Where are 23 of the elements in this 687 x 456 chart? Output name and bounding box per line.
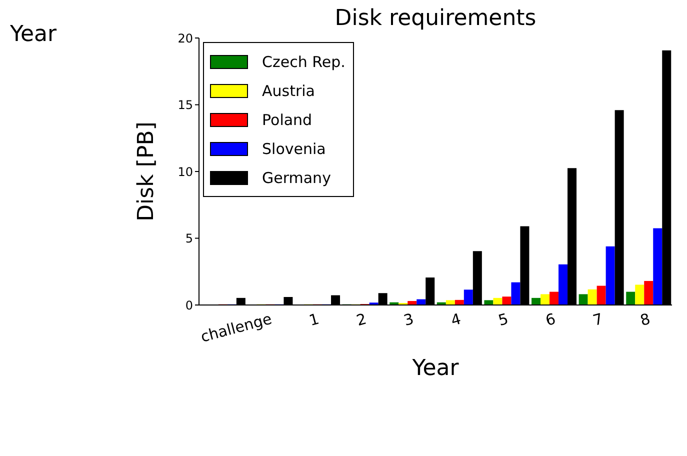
x-tick-label: 6 bbox=[544, 310, 558, 330]
legend-label: Austria bbox=[262, 82, 315, 100]
x-tick-label: 8 bbox=[638, 310, 652, 330]
legend-label: Czech Rep. bbox=[262, 52, 346, 70]
y-tick-label: 20 bbox=[178, 31, 193, 46]
chart-title: Disk requirements bbox=[334, 6, 538, 31]
legend-label: Germany bbox=[262, 168, 331, 186]
x-tick-label: challenge bbox=[198, 310, 274, 346]
x-tick-label: 5 bbox=[496, 310, 510, 330]
y-axis-title: Disk [PB] bbox=[134, 122, 159, 222]
x-axis-title: Year bbox=[411, 356, 460, 381]
x-tick-label: 2 bbox=[354, 310, 368, 330]
y-tick-label: 10 bbox=[178, 164, 193, 179]
legend-label: Poland bbox=[262, 110, 312, 128]
x-tick-label: 1 bbox=[307, 310, 322, 330]
text: Year bbox=[10, 22, 57, 47]
x-tick-label: 3 bbox=[402, 310, 416, 330]
y-tick-label: 0 bbox=[185, 298, 193, 312]
y-tick-label: 5 bbox=[185, 232, 193, 246]
y-tick-label: 15 bbox=[178, 98, 193, 112]
x-tick-label: 4 bbox=[449, 310, 463, 330]
x-tick-label: 7 bbox=[590, 310, 605, 330]
legend-label: Slovenia bbox=[262, 140, 326, 158]
